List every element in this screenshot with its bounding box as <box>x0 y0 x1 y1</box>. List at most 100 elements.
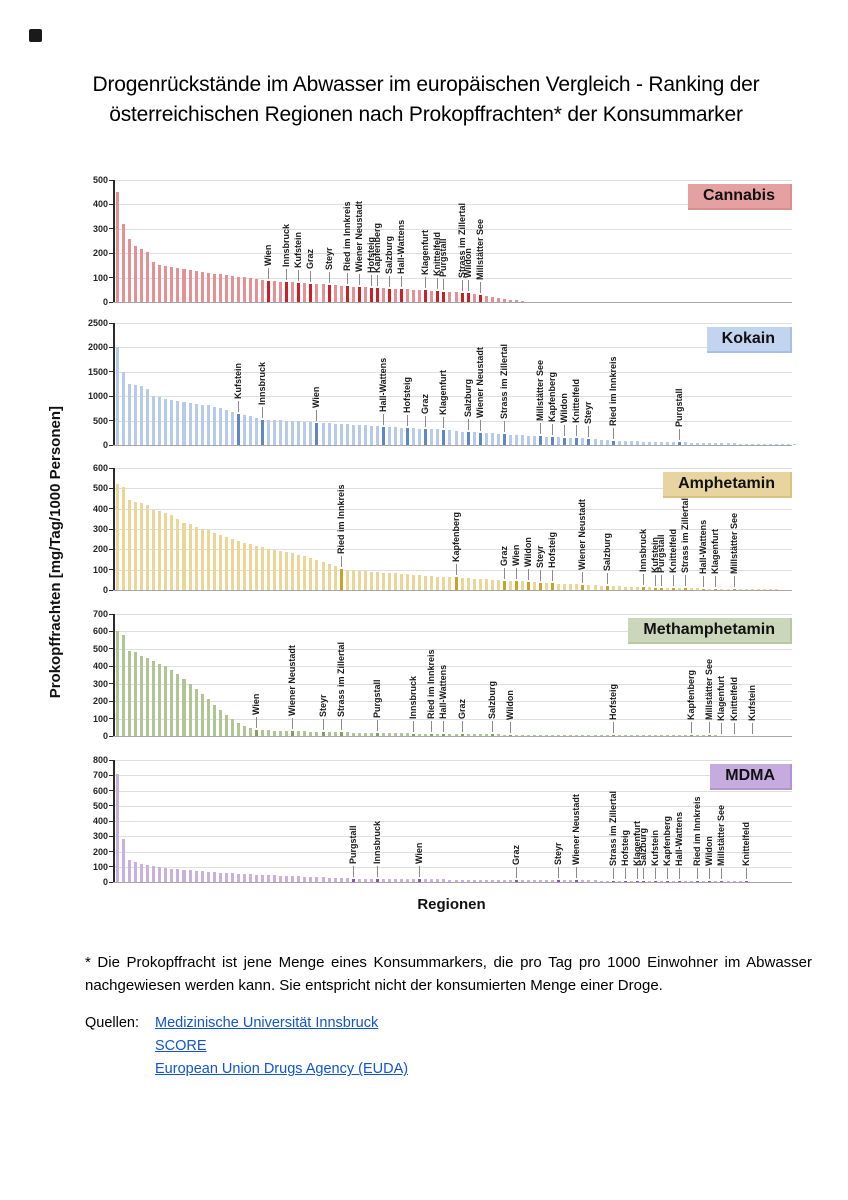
source-link-med-uni-innsbruck[interactable]: Medizinische Universität Innsbruck <box>155 1015 379 1031</box>
bar-label: Innsbruck <box>408 675 419 719</box>
bar <box>273 281 277 302</box>
bar-highlight <box>400 289 404 302</box>
bar <box>176 267 180 302</box>
y-tick-label: 2000 <box>87 342 108 353</box>
bar <box>641 735 645 736</box>
y-tick-mark <box>109 277 113 279</box>
bar-label-leader <box>322 718 324 730</box>
bar <box>514 300 518 302</box>
bar-highlight <box>502 580 506 590</box>
bar-label-leader <box>376 865 378 877</box>
sources-label: Quellen: <box>85 1015 140 1031</box>
page-title-line1: Drogenrückstände im Abwasser im europäis… <box>92 73 760 96</box>
legend-mdma: MDMA <box>710 764 792 790</box>
bar <box>261 547 265 590</box>
bar-label: Knittelfeld <box>571 379 582 424</box>
bar <box>140 864 144 882</box>
bar <box>448 734 452 736</box>
y-tick-mark <box>109 346 113 348</box>
bar <box>484 579 488 590</box>
bar-label-leader <box>679 429 681 441</box>
bar-highlight <box>375 732 379 736</box>
y-tick-label: 0 <box>102 877 108 887</box>
bar-highlight <box>466 432 470 445</box>
bar-highlight <box>466 293 470 302</box>
bar <box>617 586 621 590</box>
y-tick-mark <box>109 613 113 615</box>
bar-label-leader <box>540 569 542 581</box>
bar <box>182 678 186 736</box>
bar <box>774 444 778 445</box>
y-tick-mark <box>109 444 113 446</box>
bar <box>605 440 609 445</box>
bar <box>563 880 567 882</box>
y-tick-mark <box>109 467 113 469</box>
bar <box>460 879 464 882</box>
bar <box>448 292 452 302</box>
bar-label-leader <box>576 867 578 879</box>
bar <box>146 658 150 736</box>
bar <box>345 732 349 736</box>
bar <box>206 530 210 590</box>
bar <box>629 441 633 445</box>
bar <box>351 424 355 445</box>
bar-label: Salzburg <box>462 379 473 418</box>
bar <box>236 540 240 590</box>
bar <box>230 873 234 882</box>
bar <box>176 518 180 590</box>
bar <box>152 261 156 302</box>
bar <box>224 873 228 882</box>
corner-mark <box>29 29 42 42</box>
gridline <box>115 228 792 230</box>
bar <box>599 735 603 736</box>
bar <box>285 730 289 736</box>
gridline <box>115 683 792 685</box>
source-link-score[interactable]: SCORE <box>155 1038 207 1055</box>
gridline <box>115 821 792 822</box>
bar <box>158 264 162 302</box>
y-tick-mark <box>109 420 113 422</box>
bar-label-leader <box>467 280 469 292</box>
bar <box>756 443 760 445</box>
bar <box>140 385 144 445</box>
bar <box>333 877 337 882</box>
y-tick-label: 600 <box>92 463 108 473</box>
bar <box>303 556 307 590</box>
bar <box>200 694 204 736</box>
bar-label-leader <box>461 279 463 291</box>
bar-highlight <box>551 583 555 590</box>
bar-label-leader <box>509 721 511 733</box>
bar <box>496 433 500 445</box>
bar-highlight <box>315 422 319 445</box>
bar-label: Hall-Wattens <box>377 357 388 412</box>
y-tick-mark <box>109 718 113 720</box>
bar <box>333 732 337 736</box>
source-link-euda[interactable]: European Union Drugs Agency (EUDA) <box>155 1061 409 1078</box>
bar-label-leader <box>346 273 348 285</box>
y-tick-label: 600 <box>92 626 108 637</box>
bar-label-leader <box>612 427 614 439</box>
bar <box>793 444 797 445</box>
gridline <box>115 323 792 324</box>
bar-label: Purgstall <box>438 238 449 277</box>
bar <box>369 732 373 736</box>
bar-highlight <box>297 282 301 302</box>
bar <box>164 666 168 736</box>
bar <box>273 730 277 736</box>
bar-label: Hall-Wattens <box>698 519 709 574</box>
gridline <box>115 488 792 490</box>
bar <box>279 550 283 590</box>
bar-label-leader <box>479 419 481 431</box>
bar-label: Millstätter See <box>535 360 546 422</box>
bar-label-leader <box>376 275 378 287</box>
bar <box>279 281 283 302</box>
bar <box>375 426 379 445</box>
bar-label-leader <box>352 865 354 877</box>
y-tick-mark <box>109 683 113 685</box>
bar <box>726 588 730 590</box>
bar <box>170 669 174 736</box>
bar-label: Innsbruck <box>281 223 292 267</box>
x-axis-line <box>113 736 792 737</box>
bar-label-leader <box>697 868 699 880</box>
bar <box>617 880 621 882</box>
